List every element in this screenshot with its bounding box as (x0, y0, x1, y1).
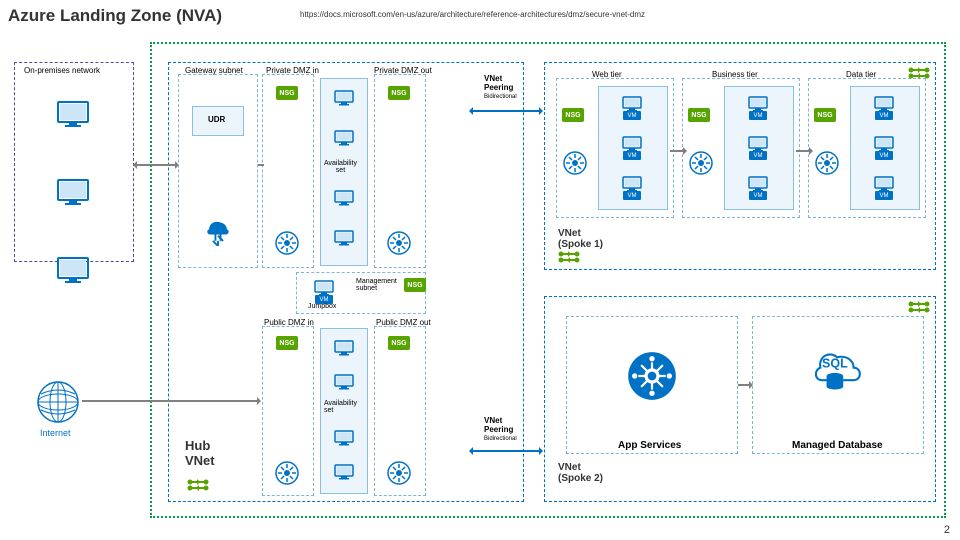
bidirectional-label: Bidirectional (484, 436, 517, 442)
vm-icon: VM (748, 96, 768, 112)
peering-icon (185, 478, 211, 492)
hub-vnet-label: Hub VNet (185, 438, 215, 468)
vm-icon (334, 430, 354, 446)
gateway-icon (204, 218, 232, 246)
vm-icon: VM (874, 176, 894, 192)
vm-icon (334, 130, 354, 146)
internet-label: Internet (40, 428, 71, 438)
sql-icon (812, 348, 864, 394)
nsg-icon: NSG (276, 336, 298, 350)
nsg-icon: NSG (276, 86, 298, 100)
peering-connector (470, 110, 542, 112)
onprem-box (14, 62, 134, 262)
onprem-label: On-premises network (24, 66, 100, 75)
nsg-icon: NSG (814, 108, 836, 122)
connector (134, 164, 178, 166)
loadbalancer-icon (688, 150, 714, 176)
avail-set-label: Availability set (324, 400, 357, 414)
jumpbox-vm: VM (314, 280, 334, 296)
vm-icon (334, 340, 354, 356)
peering-icon (906, 300, 932, 314)
jumpbox-label: Jumpbox (308, 303, 336, 310)
udr-label: UDR (208, 115, 225, 124)
nsg-icon: NSG (388, 336, 410, 350)
nsg-icon: NSG (388, 86, 410, 100)
nsg-icon: NSG (688, 108, 710, 122)
spoke1-label: VNet (Spoke 1) (558, 228, 603, 250)
monitor-icon (56, 178, 90, 206)
connector (258, 164, 264, 166)
loadbalancer-icon (274, 230, 300, 256)
loadbalancer-icon (814, 150, 840, 176)
vm-icon (334, 464, 354, 480)
vnet-peering-label: VNet Peering (484, 74, 513, 92)
vm-icon (334, 90, 354, 106)
page-number: 2 (944, 524, 950, 536)
vm-icon: VM (874, 96, 894, 112)
vm-icon (334, 190, 354, 206)
spoke2-label: VNet (Spoke 2) (558, 462, 603, 484)
biz-tier-label: Business tier (712, 70, 758, 79)
nsg-icon: NSG (404, 278, 426, 292)
pub-dmz-in-label: Public DMZ in (264, 318, 314, 327)
vm-icon: VM (622, 96, 642, 112)
monitor-icon (56, 256, 90, 284)
connector (738, 384, 752, 386)
vm-icon (334, 374, 354, 390)
peering-icon (556, 250, 582, 264)
appservice-icon (626, 350, 678, 402)
connector (82, 400, 260, 402)
bidirectional-label: Bidirectional (484, 94, 517, 100)
monitor-icon (56, 100, 90, 128)
avail-set-label: Availability set (324, 160, 357, 174)
app-services-label: App Services (618, 440, 681, 451)
mgmt-subnet-label: Management subnet (356, 278, 397, 292)
web-tier-label: Web tier (592, 70, 622, 79)
priv-dmz-in-label: Private DMZ in (266, 66, 319, 75)
loadbalancer-icon (274, 460, 300, 486)
gateway-label: Gateway subnet (185, 66, 243, 75)
vm-icon (334, 230, 354, 246)
vm-icon: VM (748, 176, 768, 192)
pub-dmz-out-label: Public DMZ out (376, 318, 431, 327)
vm-icon: VM (622, 136, 642, 152)
loadbalancer-icon (386, 230, 412, 256)
loadbalancer-icon (386, 460, 412, 486)
vm-icon: VM (622, 176, 642, 192)
nsg-icon: NSG (562, 108, 584, 122)
loadbalancer-icon (562, 150, 588, 176)
peering-connector (470, 450, 542, 452)
priv-dmz-out-label: Private DMZ out (374, 66, 432, 75)
vnet-peering-label: VNet Peering (484, 416, 513, 434)
reference-url: https://docs.microsoft.com/en-us/azure/a… (300, 10, 645, 19)
peering-icon (906, 66, 932, 80)
data-tier-label: Data tier (846, 70, 876, 79)
connector (670, 150, 686, 152)
globe-icon (36, 380, 80, 424)
managed-db-label: Managed Database (792, 440, 883, 451)
connector (796, 150, 812, 152)
vm-icon: VM (874, 136, 894, 152)
page-title: Azure Landing Zone (NVA) (8, 6, 222, 26)
vm-icon: VM (748, 136, 768, 152)
